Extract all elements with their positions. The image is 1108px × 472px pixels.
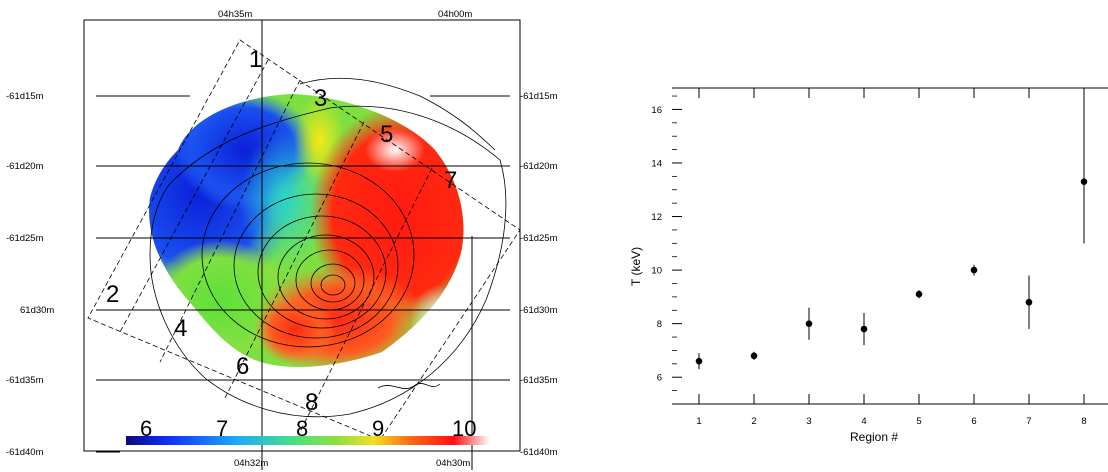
region-label: 3 (314, 85, 327, 112)
map-frame (83, 19, 521, 452)
y-tick-label: 14 (651, 158, 662, 169)
region-label: 4 (174, 315, 187, 342)
left-tick-label: -61d20m (6, 161, 44, 172)
coord-grid (96, 20, 510, 470)
region-labels: 1 2 3 4 5 6 7 8 (106, 46, 457, 416)
colorbar-label: 6 (140, 416, 152, 441)
y-tick-label: 6 (657, 373, 662, 384)
colorbar-label: 7 (216, 416, 228, 441)
temperature-map: 1 2 3 4 5 6 7 8 6 7 8 9 10 04h35m 04h00m… (6, 9, 558, 470)
data-point (695, 357, 703, 365)
right-tick-label: -61d35m (520, 375, 558, 386)
right-tick-labels: -61d15m -61d20m -61d25m -61d30m -61d35m … (520, 91, 558, 458)
data-point (1080, 178, 1088, 186)
y-tick-label: 12 (651, 212, 662, 223)
x-tick-label: 1 (696, 416, 701, 427)
right-tick-label: -61d25m (520, 233, 558, 244)
right-tick-label: -61d20m (520, 161, 558, 172)
right-tick-label: -61d30m (520, 305, 558, 316)
region-label: 5 (380, 121, 393, 148)
right-tick-label: -61d40m (520, 447, 558, 458)
left-tick-label: -61d40m (6, 447, 44, 458)
region-label: 1 (249, 46, 262, 73)
x-axis-label: Region # (850, 430, 898, 444)
top-tick-label: 04h35m (218, 9, 252, 20)
data-point (970, 266, 978, 274)
left-tick-label: 61d30m (20, 305, 54, 316)
bottom-tick-label: 04h30m (436, 458, 470, 469)
y-tick-label: 16 (651, 105, 662, 116)
data-point (750, 352, 758, 360)
x-tick-label: 8 (1081, 416, 1086, 427)
bottom-tick-label: 04h32m (234, 458, 268, 469)
x-tick-label: 7 (1026, 416, 1031, 427)
colorbar-label: 9 (372, 416, 384, 441)
contours (149, 77, 507, 418)
left-tick-labels: -61d15m -61d20m -61d25m 61d30m -61d35m -… (6, 91, 54, 458)
region-label: 2 (106, 281, 119, 308)
left-tick-label: -61d25m (6, 233, 44, 244)
x-tick-label: 6 (971, 416, 976, 427)
x-tick-label: 4 (861, 416, 866, 427)
x-tick-label: 3 (806, 416, 811, 427)
data-point (805, 320, 813, 327)
top-tick-label: 04h00m (438, 9, 472, 20)
colorbar-labels: 6 7 8 9 10 (140, 416, 476, 441)
data-point (1025, 298, 1033, 306)
region-label: 6 (236, 353, 249, 380)
x-tick-label: 2 (751, 416, 756, 427)
x-tick-label: 5 (916, 416, 921, 427)
region-label: 8 (305, 389, 318, 416)
y-axis-label: T (keV) (629, 247, 643, 286)
region-label: 7 (444, 167, 457, 194)
map-colour-image (149, 94, 464, 367)
y-tick-label: 8 (657, 319, 662, 330)
y-tick-label: 10 (651, 266, 662, 277)
data-point (860, 325, 868, 333)
right-tick-label: -61d15m (520, 91, 558, 102)
data-point (915, 290, 923, 298)
left-tick-label: -61d35m (6, 375, 44, 386)
left-tick-label: -61d15m (6, 91, 44, 102)
colorbar-label: 10 (452, 416, 476, 441)
colorbar (126, 436, 490, 445)
colorbar-label: 8 (296, 416, 308, 441)
